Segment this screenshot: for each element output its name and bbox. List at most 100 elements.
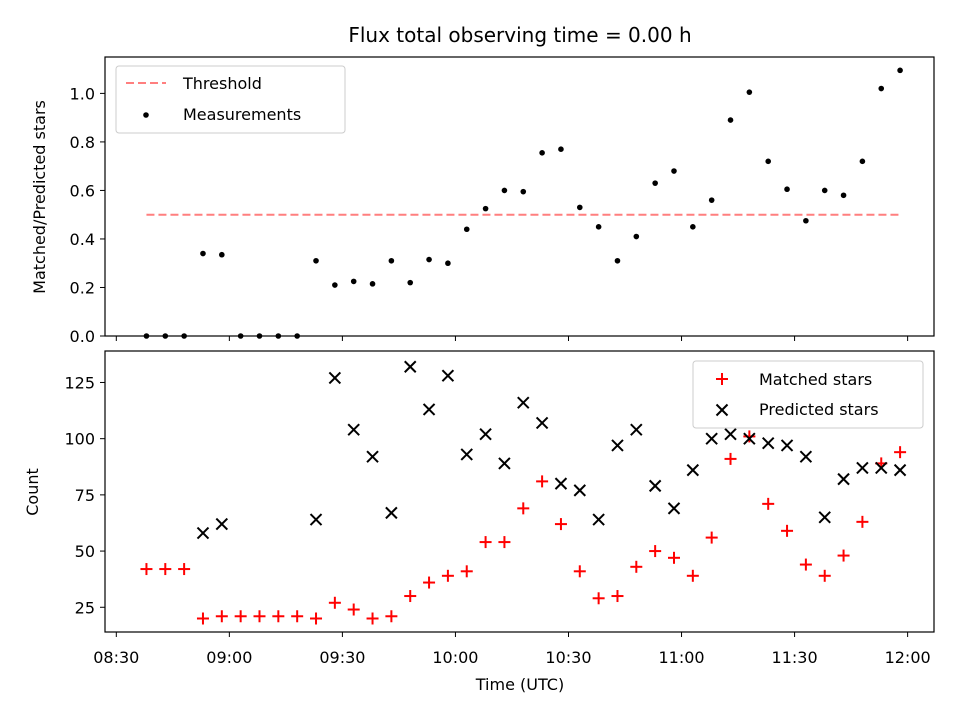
x-axis-label: Time (UTC)	[475, 675, 564, 694]
top-y-tick-label: 0.6	[70, 181, 95, 200]
predicted-star-point	[479, 427, 492, 441]
matched-star-point	[385, 610, 398, 623]
predicted-star-point	[667, 502, 681, 515]
matched-star-point	[479, 536, 492, 549]
measurement-point	[708, 197, 715, 203]
bottom-y-tick-label: 100	[64, 430, 95, 449]
measurement-point	[671, 168, 677, 174]
top-y-axis-label: Matched/Predicted stars	[30, 100, 49, 294]
matched-star-point	[837, 549, 850, 562]
measurement-point	[445, 260, 451, 267]
measurement-point	[784, 186, 790, 193]
predicted-star-point	[705, 432, 718, 445]
measurement-point	[614, 257, 621, 264]
matched-star-point	[215, 610, 228, 623]
predicted-star-point	[780, 439, 794, 452]
matched-star-point	[856, 515, 869, 528]
predicted-star-point	[743, 432, 756, 445]
measurement-point	[388, 257, 395, 264]
matched-star-point	[517, 502, 530, 515]
matched-star-point	[894, 446, 907, 459]
predicted-star-point	[592, 513, 605, 526]
measurement-point	[803, 217, 809, 224]
measurement-point	[482, 205, 489, 212]
measurement-point	[840, 192, 847, 199]
predicted-star-point	[366, 450, 379, 463]
matched-star-point	[460, 565, 473, 578]
matched-star-point	[178, 563, 191, 576]
x-tick-label: 10:00	[432, 648, 478, 667]
predicted-star-point	[517, 396, 530, 409]
predicted-star-point	[309, 513, 323, 526]
matched-star-point	[366, 612, 379, 625]
measurement-point	[859, 158, 866, 165]
predicted-star-point	[441, 369, 455, 382]
legend-matched-swatch	[716, 373, 728, 385]
matched-star-point	[498, 536, 511, 549]
matched-star-point	[404, 590, 417, 603]
legend-measurement-label: Measurements	[183, 105, 301, 124]
measurement-point	[633, 233, 640, 240]
matched-star-point	[573, 565, 586, 578]
bottom-y-tick-label: 50	[75, 542, 95, 561]
matched-star-point	[536, 475, 549, 488]
top-axes-frame	[104, 56, 935, 337]
predicted-star-point	[328, 371, 342, 385]
predicted-star-point	[385, 506, 398, 520]
predicted-star-point	[215, 517, 229, 531]
matched-star-point	[272, 610, 285, 623]
matched-star-point	[310, 612, 323, 625]
measurement-point	[426, 256, 432, 263]
measurement-point	[200, 250, 206, 257]
measurement-point	[558, 146, 564, 152]
matched-star-point	[328, 596, 341, 609]
legend-box	[115, 65, 346, 134]
matched-star-point	[667, 551, 680, 564]
matched-star-point	[705, 531, 718, 544]
measurement-point	[897, 67, 903, 74]
matched-star-point	[781, 524, 794, 537]
x-tick-label: 11:30	[772, 648, 818, 667]
predicted-star-point	[837, 472, 850, 486]
predicted-star-point	[856, 461, 869, 475]
measurement-point	[821, 187, 828, 194]
bottom-y-axis-label: Count	[23, 468, 42, 516]
predicted-star-point	[554, 477, 568, 490]
measurement-point	[690, 224, 696, 230]
x-tick-label: 12:00	[885, 648, 931, 667]
predicted-star-point	[196, 526, 210, 540]
matched-star-point	[441, 569, 454, 582]
bottom-y-tick-label: 75	[75, 486, 95, 505]
measurement-point	[746, 89, 753, 95]
matched-star-point	[554, 518, 567, 531]
top-y-tick-label: 0.2	[70, 278, 95, 297]
top-y-tick-label: 1.0	[70, 84, 95, 103]
top-legend: Threshold Measurements	[115, 65, 346, 134]
top-panel: 0.0 0.2 0.4 0.6 0.8 1.0 Matched/Predicted sta…	[30, 56, 935, 346]
legend-predicted-label: Predicted stars	[759, 400, 879, 419]
measurement-point	[219, 251, 225, 258]
matched-star-point	[347, 603, 360, 616]
chart-title: Flux total observing time = 0.00 h	[348, 23, 691, 47]
matched-star-point	[799, 558, 812, 571]
matched-star-point	[762, 497, 775, 510]
bottom-y-tick-label: 25	[75, 598, 95, 617]
legend-matched-label: Matched stars	[759, 370, 872, 389]
predicted-star-point	[498, 457, 511, 470]
measurement-point	[313, 257, 319, 264]
matched-star-point	[686, 569, 699, 582]
predicted-star-point	[573, 484, 586, 497]
matched-star-point	[630, 560, 643, 573]
predicted-star-point	[686, 463, 700, 477]
matched-star-point	[253, 610, 266, 623]
x-tick-label: 09:00	[206, 648, 252, 667]
matched-star-point	[743, 430, 756, 443]
matched-star-point	[724, 452, 737, 465]
measurement-point	[501, 187, 508, 194]
legend-box	[692, 360, 924, 429]
bottom-axes-frame	[104, 350, 935, 633]
matched-star-point	[159, 563, 172, 576]
measurement-point	[332, 282, 338, 288]
measurement-point	[539, 150, 545, 156]
